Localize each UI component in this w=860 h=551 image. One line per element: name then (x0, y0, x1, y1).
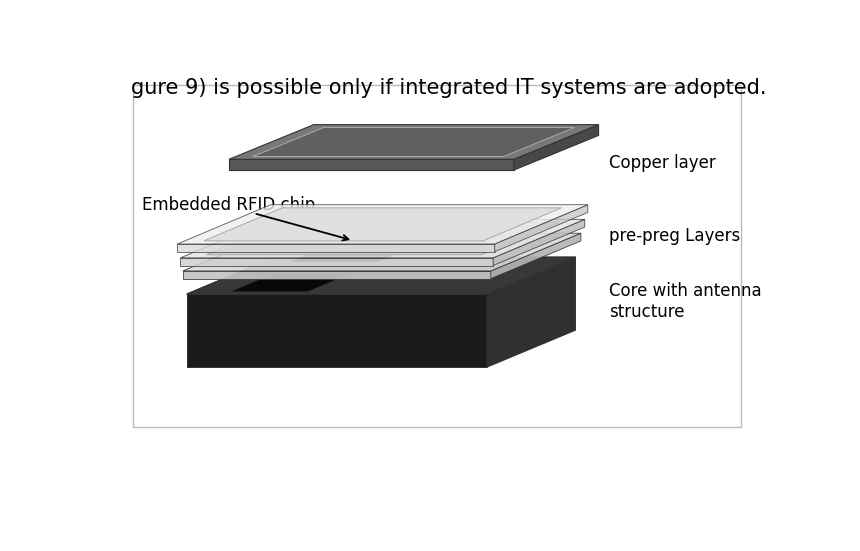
Text: Embedded RFID chip: Embedded RFID chip (142, 197, 316, 214)
Polygon shape (187, 294, 487, 367)
Polygon shape (229, 125, 599, 159)
Polygon shape (177, 244, 494, 252)
Polygon shape (183, 233, 580, 271)
Polygon shape (187, 257, 575, 294)
Polygon shape (206, 223, 559, 255)
Polygon shape (491, 233, 580, 279)
Polygon shape (341, 241, 418, 250)
Bar (132, 85, 741, 427)
Text: pre-preg Layers: pre-preg Layers (609, 228, 740, 245)
Text: Core with antenna
structure: Core with antenna structure (609, 282, 761, 321)
Polygon shape (177, 205, 588, 244)
Text: gure 9) is possible only if integrated IT systems are adopted.: gure 9) is possible only if integrated I… (132, 78, 767, 99)
Polygon shape (340, 236, 439, 241)
Polygon shape (494, 205, 588, 252)
Polygon shape (181, 219, 585, 258)
Polygon shape (181, 258, 493, 266)
Polygon shape (229, 159, 514, 170)
Polygon shape (292, 241, 427, 262)
Polygon shape (187, 257, 575, 294)
Polygon shape (253, 127, 574, 156)
Polygon shape (233, 273, 350, 291)
Text: Copper layer: Copper layer (609, 154, 716, 172)
Polygon shape (493, 219, 585, 266)
Polygon shape (514, 125, 599, 170)
Polygon shape (204, 208, 562, 241)
Polygon shape (487, 257, 575, 367)
Polygon shape (183, 271, 491, 279)
